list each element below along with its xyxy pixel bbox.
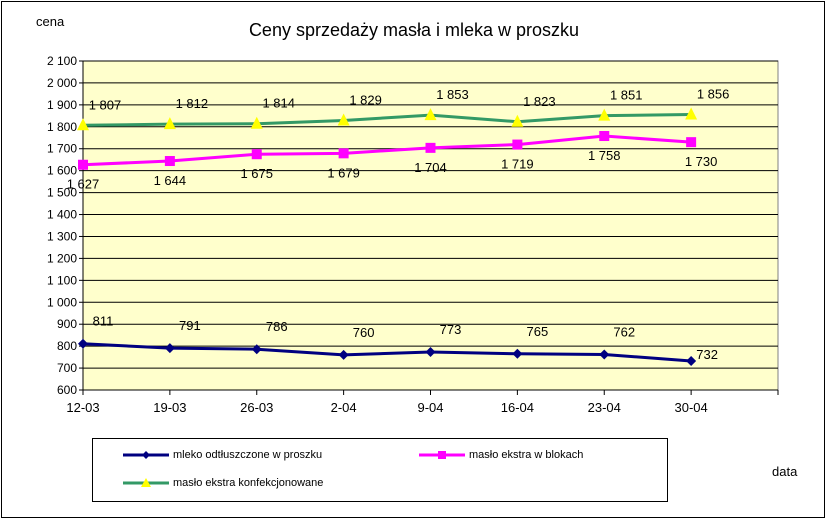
data-label: 1 627 (67, 177, 100, 192)
data-point (250, 116, 263, 129)
x-tick-label: 9-04 (417, 400, 443, 415)
legend-label-mleko: mleko odtłuszczone w proszku (173, 449, 323, 461)
data-point (163, 117, 176, 130)
y-tick-label: 1 500 (47, 186, 77, 200)
data-label: 1 730 (685, 154, 718, 169)
data-label: 1 675 (240, 166, 273, 181)
data-point (164, 343, 175, 354)
data-point (338, 148, 349, 159)
data-point (425, 347, 436, 358)
legend-swatch-maslo-konf (123, 478, 169, 487)
data-point (686, 356, 697, 367)
x-tick-label: 12-03 (66, 400, 99, 415)
y-tick-label: 1 700 (47, 142, 77, 156)
series-line-2 (82, 113, 692, 127)
legend-item-maslo-bloki: masło ekstra w blokach (419, 449, 583, 461)
data-point (512, 348, 523, 359)
data-point (512, 139, 523, 150)
data-label: 732 (696, 347, 718, 362)
y-tick-label: 1 100 (47, 273, 77, 287)
data-label: 773 (440, 322, 462, 337)
data-point (685, 107, 698, 120)
data-label: 1 853 (436, 87, 469, 102)
data-label: 811 (93, 314, 114, 329)
data-label: 1 719 (501, 157, 534, 172)
y-tick-label: 1 200 (47, 251, 77, 265)
data-label: 1 856 (697, 87, 730, 102)
series-line-0 (82, 342, 692, 363)
y-tick-label: 1 600 (47, 164, 77, 178)
chart-title: Ceny sprzedaży masła i mleka w proszku (248, 20, 580, 40)
y-tick-label: 900 (57, 317, 77, 331)
x-tick-label: 30-04 (675, 400, 708, 415)
legend-item-mleko: mleko odtłuszczone w proszku (123, 449, 322, 461)
series-line-1 (82, 134, 692, 167)
legend-label-maslo-bloki: masło ekstra w blokach (469, 449, 584, 461)
y-tick-label: 600 (57, 383, 77, 397)
data-label: 1 829 (349, 92, 382, 107)
data-label: 762 (613, 324, 635, 339)
y-tick-label: 1 900 (47, 98, 77, 112)
y-tick-label: 1 400 (47, 208, 77, 222)
data-label: 760 (353, 325, 375, 340)
data-label: 1 812 (176, 96, 209, 111)
x-tick-label: 26-03 (240, 400, 273, 415)
data-point (338, 349, 349, 360)
y-tick-label: 800 (57, 339, 77, 353)
x-tick-label: 16-04 (501, 400, 534, 415)
data-point (424, 108, 437, 121)
data-label: 786 (266, 319, 288, 334)
data-label: 1 704 (414, 160, 447, 175)
data-label: 1 758 (588, 148, 621, 163)
data-point (599, 131, 610, 142)
x-axis-label: data (772, 464, 798, 479)
data-label: 1 644 (154, 173, 187, 188)
data-label: 1 823 (523, 94, 556, 109)
y-tick-label: 1 000 (47, 295, 77, 309)
y-tick-label: 1 800 (47, 120, 77, 134)
x-tick-label: 19-03 (153, 400, 186, 415)
data-point (251, 149, 262, 160)
y-tick-label: 2 100 (47, 54, 77, 68)
y-tick-label: 2 000 (47, 76, 77, 90)
data-point (164, 156, 175, 167)
data-label: 765 (527, 324, 549, 339)
legend: mleko odtłuszczone w proszku masło ekstr… (92, 438, 668, 502)
data-label: 1 814 (262, 96, 295, 111)
data-point (686, 137, 697, 148)
data-point (511, 114, 524, 127)
legend-swatch-mleko (123, 451, 169, 459)
data-point (599, 349, 610, 360)
data-label: 1 679 (327, 165, 360, 180)
data-point (78, 159, 88, 170)
data-point (78, 338, 88, 349)
legend-swatch-maslo-bloki (419, 451, 465, 459)
legend-label-maslo-konf: masło ekstra konfekcjonowane (173, 477, 324, 489)
y-tick-label: 1 300 (47, 229, 77, 243)
data-point (251, 344, 262, 355)
legend-item-maslo-konf: masło ekstra konfekcjonowane (123, 477, 323, 489)
x-tick-label: 2-04 (331, 400, 357, 415)
y-tick-label: 700 (57, 361, 77, 375)
x-tick-label: 23-04 (588, 400, 621, 415)
data-point (598, 108, 611, 121)
data-point (337, 113, 350, 126)
y-axis-label: cena (36, 14, 65, 29)
data-label: 1 851 (610, 88, 643, 103)
data-point (77, 118, 89, 131)
data-label: 1 807 (89, 97, 122, 112)
data-point (425, 142, 436, 153)
data-label: 791 (179, 318, 201, 333)
